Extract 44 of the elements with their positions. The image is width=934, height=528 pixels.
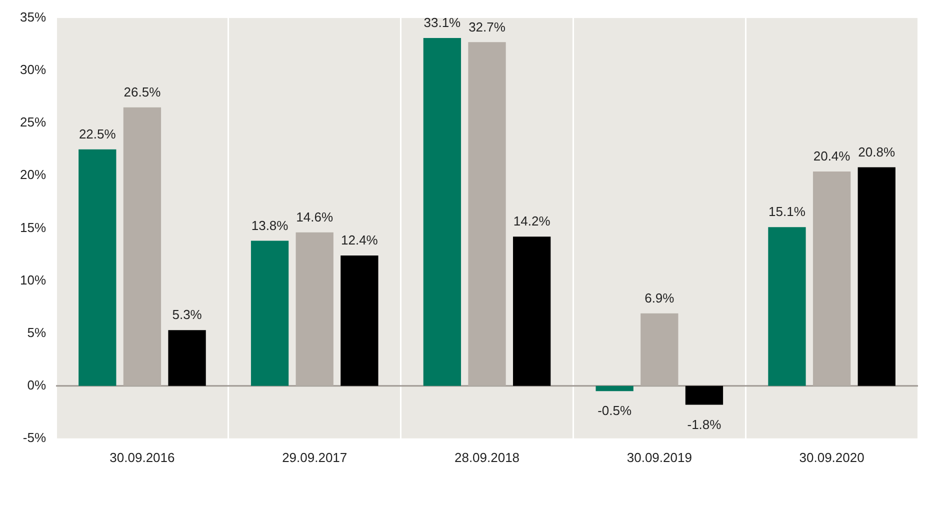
bar <box>768 227 806 386</box>
data-label: 5.3% <box>172 307 202 322</box>
bar <box>640 313 678 386</box>
data-label: 6.9% <box>644 290 675 306</box>
bar <box>685 386 724 405</box>
data-label: 14.6% <box>296 209 334 224</box>
y-tick-label: 25% <box>20 114 46 130</box>
data-label: 26.5% <box>124 84 162 100</box>
bar <box>812 171 851 386</box>
data-label: 32.7% <box>468 19 506 34</box>
x-tick-label: 30.09.2019 <box>626 450 692 465</box>
bar <box>168 330 206 386</box>
data-label: 15.1% <box>768 204 806 220</box>
y-tick-label: 20% <box>20 167 46 182</box>
bar <box>296 232 334 386</box>
bar <box>858 167 896 386</box>
y-tick-label: 0% <box>27 377 46 392</box>
y-tick-label: 10% <box>20 272 46 288</box>
data-label: 20.4% <box>813 148 851 164</box>
y-tick-label: 15% <box>20 220 46 235</box>
bar <box>513 236 551 386</box>
bar <box>468 42 506 386</box>
data-label: 33.1% <box>424 15 462 30</box>
x-tick-label: 29.09.2017 <box>282 450 348 465</box>
data-label: 12.4% <box>341 232 378 248</box>
x-tick-label: 30.09.2016 <box>110 450 175 465</box>
x-tick-label: 30.09.2020 <box>799 450 864 465</box>
x-tick-label: 28.09.2018 <box>454 450 520 465</box>
data-label: 14.2% <box>513 214 551 229</box>
y-tick-label: 35% <box>20 10 46 25</box>
data-label: -1.8% <box>687 416 722 432</box>
bar <box>340 256 378 386</box>
data-label: 22.5% <box>78 126 116 142</box>
bar <box>250 240 289 386</box>
data-label: -0.5% <box>598 403 632 418</box>
y-tick-label: 5% <box>27 324 46 340</box>
y-tick-label: -5% <box>22 430 46 445</box>
data-label: 13.8% <box>251 218 289 233</box>
bar <box>78 149 116 386</box>
data-label: 20.8% <box>858 144 896 160</box>
y-tick-label: 30% <box>20 62 46 78</box>
bar <box>423 38 462 386</box>
bar <box>596 386 634 392</box>
bar <box>123 107 162 386</box>
